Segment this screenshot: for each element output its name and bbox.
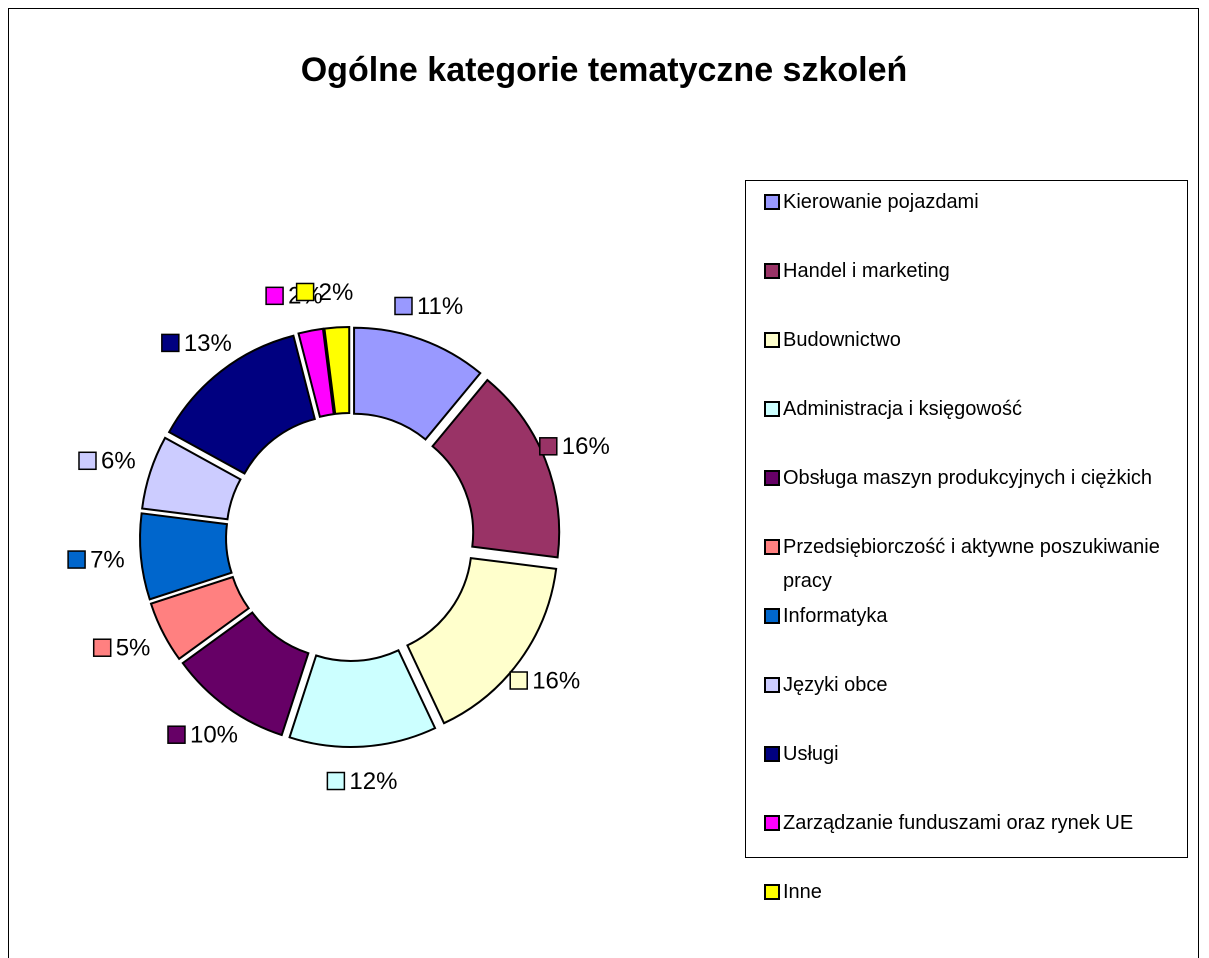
legend-item: Handel i marketing xyxy=(746,254,1187,323)
legend-item: Administracja i księgowość xyxy=(746,392,1187,461)
data-label: 2% xyxy=(319,279,354,306)
data-label: 13% xyxy=(184,330,232,357)
slice xyxy=(139,512,233,601)
data-label: 7% xyxy=(90,546,125,573)
legend-label: Administracja i księgowość xyxy=(783,398,1022,420)
label-swatch xyxy=(326,771,346,791)
label-swatch xyxy=(265,286,284,306)
legend-swatch xyxy=(764,194,780,210)
data-label: 6% xyxy=(101,448,136,475)
chart-title: Ogólne kategorie tematyczne szkoleń xyxy=(301,51,908,89)
legend-label: Budownictwo xyxy=(783,329,901,351)
legend-item: Przedsiębiorczość i aktywne poszukiwanie… xyxy=(746,530,1187,599)
slice xyxy=(406,556,558,725)
legend-item: Informatyka xyxy=(746,599,1187,668)
legend-swatch xyxy=(764,401,780,417)
legend-item: Usługi xyxy=(746,737,1187,806)
legend-label: Handel i marketing xyxy=(783,260,950,282)
slice xyxy=(141,436,242,521)
slice xyxy=(288,648,437,748)
data-label: 16% xyxy=(532,667,580,694)
label-swatch xyxy=(539,437,558,456)
label-swatch xyxy=(394,296,413,316)
label-swatch xyxy=(167,725,186,744)
data-label: 11% xyxy=(417,293,463,320)
label-swatch xyxy=(67,550,86,569)
legend-swatch xyxy=(764,470,780,486)
data-label: 5% xyxy=(116,635,151,662)
legend-swatch xyxy=(764,815,780,831)
label-swatch xyxy=(161,333,180,353)
slice xyxy=(353,326,482,441)
legend-label: Języki obce xyxy=(783,674,888,696)
legend-item: Obsługa maszyn produkcyjnych i ciężkich xyxy=(746,461,1187,530)
legend-label: Przedsiębiorczość i aktywne poszukiwanie… xyxy=(783,536,1160,592)
data-label: 10% xyxy=(190,722,238,749)
label-swatch xyxy=(92,638,112,657)
slice xyxy=(167,334,317,475)
chart-border xyxy=(8,8,1199,958)
slice xyxy=(297,327,335,418)
slice xyxy=(149,575,251,661)
legend-swatch xyxy=(764,677,780,693)
legend-swatch xyxy=(764,539,780,555)
legend-item: Budownictwo xyxy=(746,323,1187,392)
label-swatch xyxy=(509,671,528,690)
legend-swatch xyxy=(764,746,780,762)
label-swatch xyxy=(295,282,315,302)
slice xyxy=(431,378,561,559)
legend-item: Inne xyxy=(746,875,1187,944)
legend-label: Zarządzanie funduszami oraz rynek UE xyxy=(783,812,1134,834)
label-swatch xyxy=(78,451,97,471)
legend-label: Usługi xyxy=(783,743,839,765)
legend-swatch xyxy=(764,263,780,279)
legend-swatch xyxy=(764,608,780,624)
legend-swatch xyxy=(764,332,780,348)
slice xyxy=(323,326,351,416)
legend-item: Zarządzanie funduszami oraz rynek UE xyxy=(746,806,1187,875)
slice xyxy=(181,611,310,737)
legend-swatch xyxy=(764,884,780,900)
legend-label: Inne xyxy=(783,881,822,903)
data-label: 12% xyxy=(349,768,397,795)
legend: Kierowanie pojazdami Handel i marketing Bu… xyxy=(745,180,1188,903)
legend-label: Kierowanie pojazdami xyxy=(783,191,979,213)
legend-item: Kierowanie pojazdami xyxy=(746,185,1187,254)
legend-label: Obsługa maszyn produkcyjnych i ciężkich xyxy=(783,467,1153,489)
legend-label: Informatyka xyxy=(783,605,888,627)
data-label: 16% xyxy=(562,433,610,460)
legend-item: Języki obce xyxy=(746,668,1187,737)
